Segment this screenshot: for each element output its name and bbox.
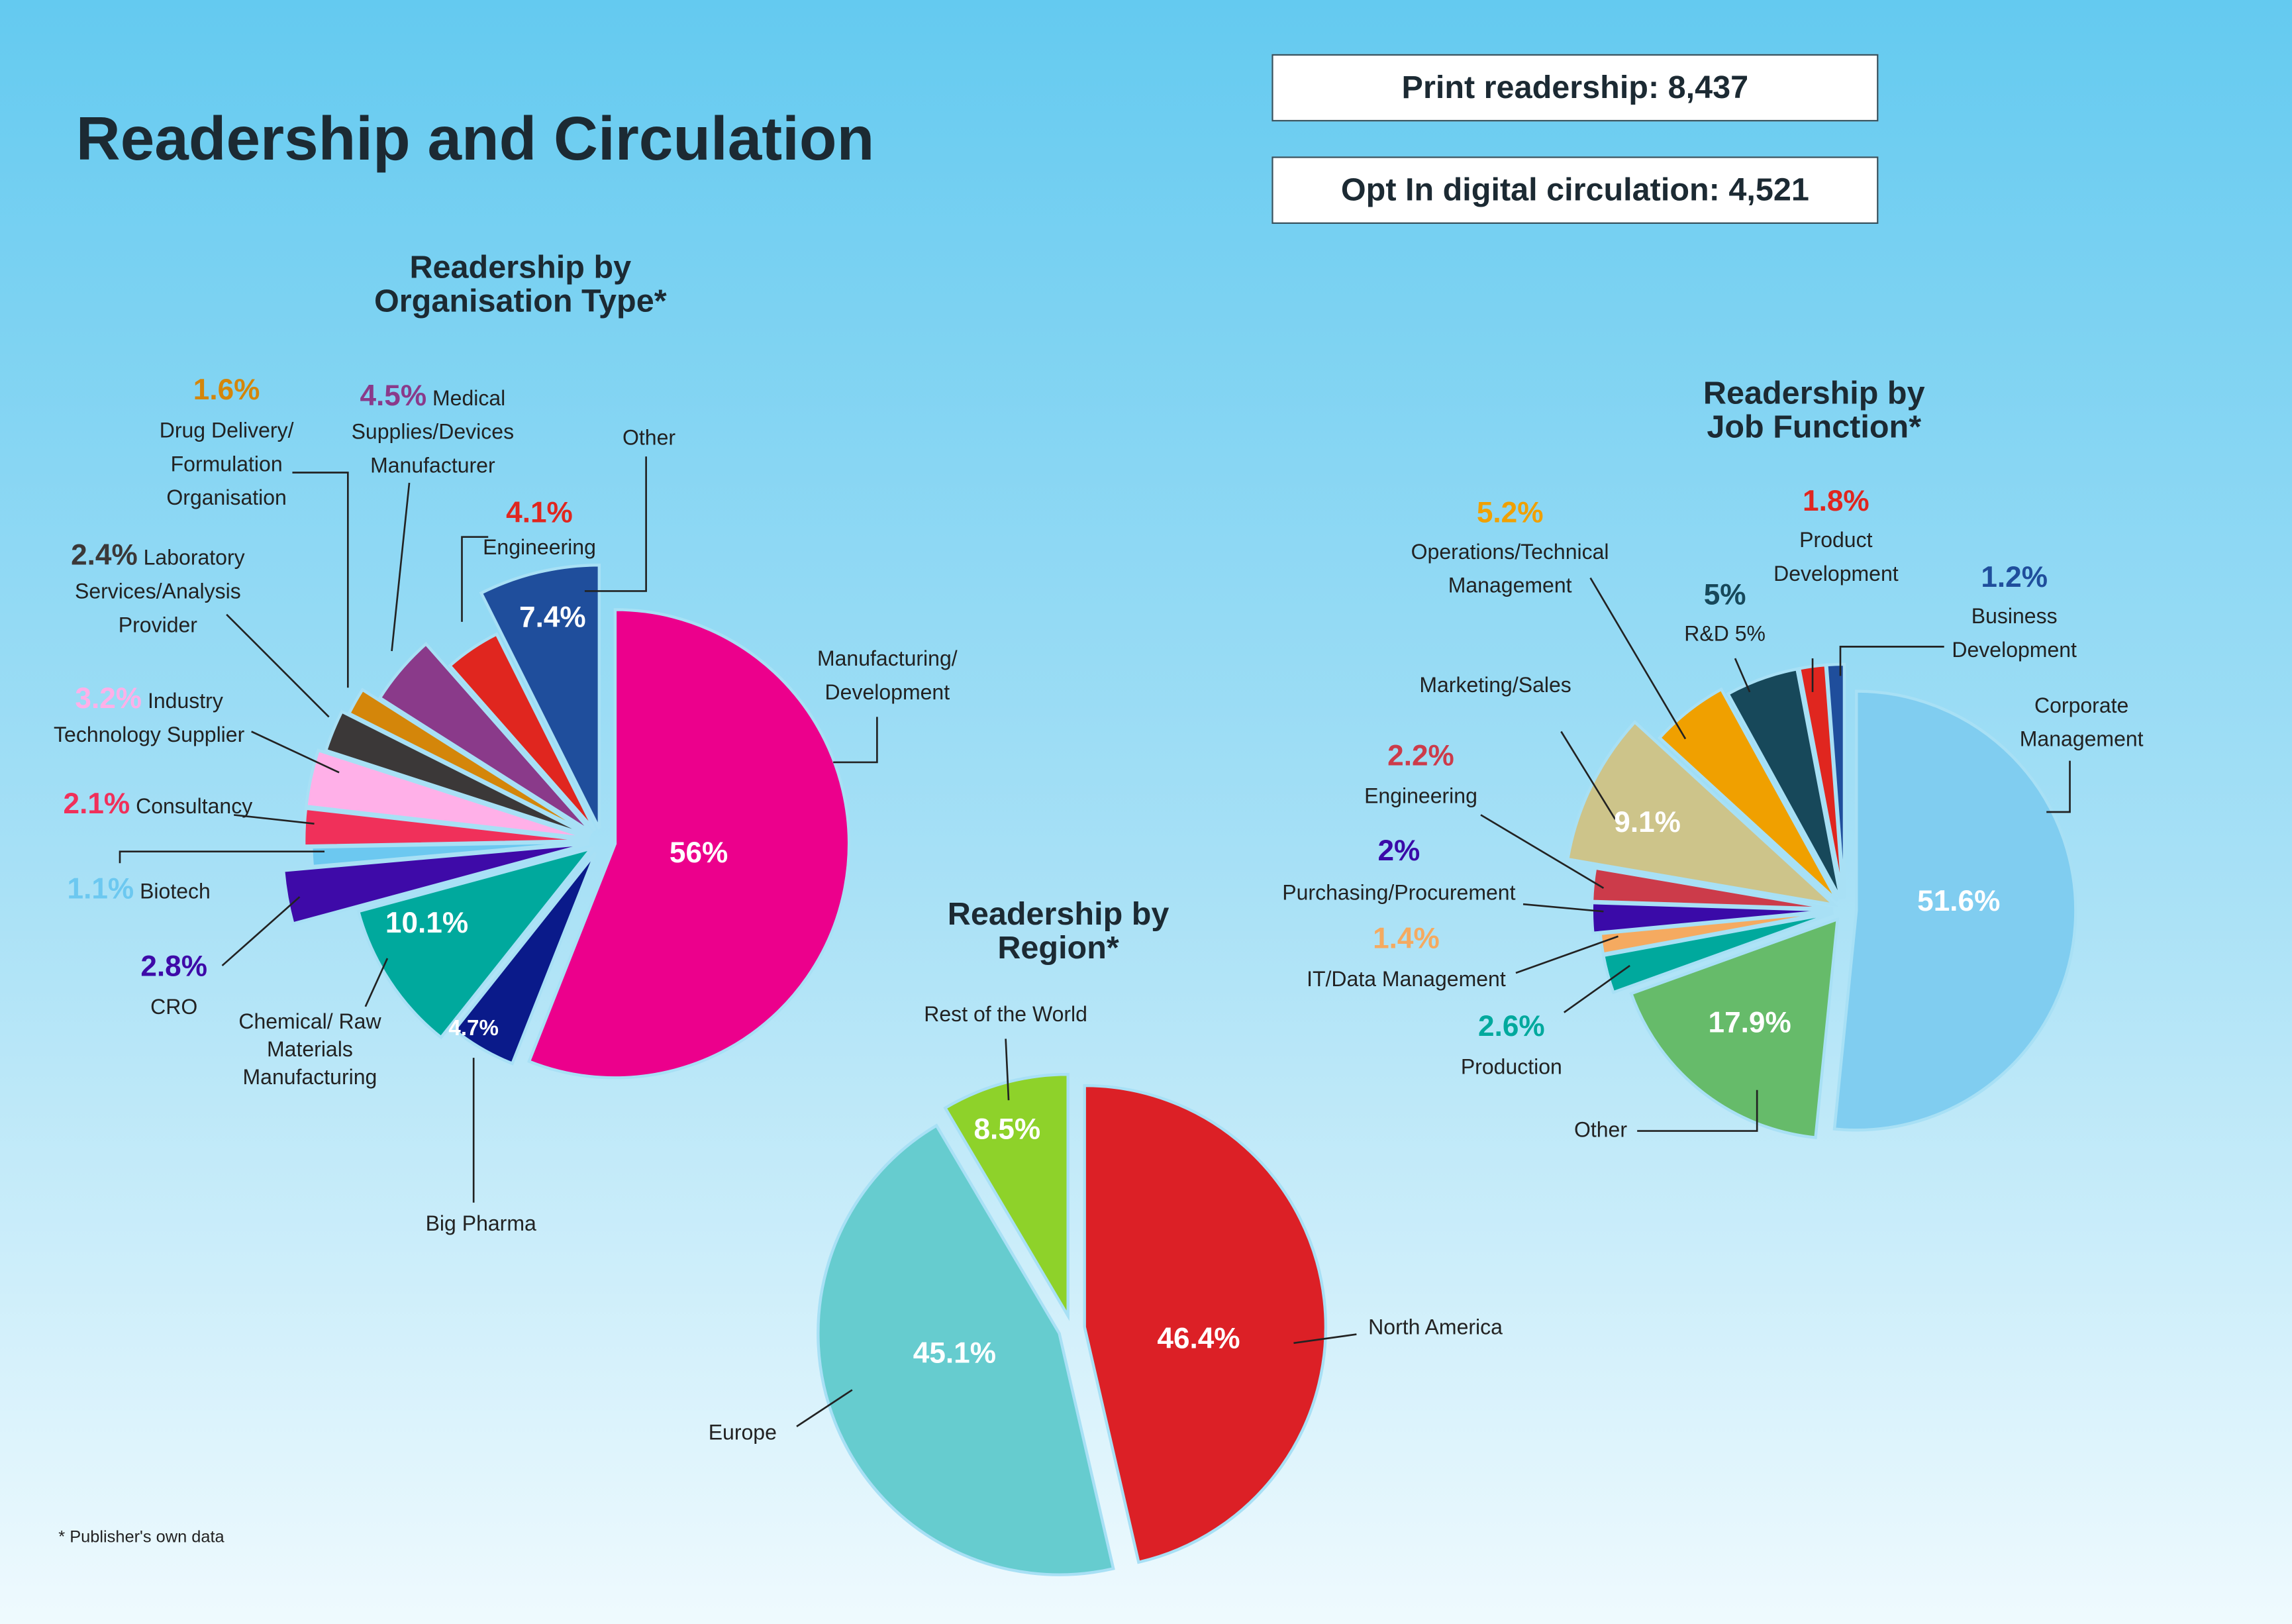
pie-slice-manufacturing-development <box>527 608 851 1080</box>
data-label: 2.2% <box>1387 740 1454 773</box>
slice-label: CRO <box>150 996 198 1020</box>
slice-label: Production <box>1460 1056 1562 1080</box>
region-pie <box>817 1072 1328 1576</box>
pie-slice-industry-technology-supplier <box>304 748 590 840</box>
slice-label: North America <box>1368 1317 1503 1341</box>
slice-label: Europe <box>708 1422 777 1446</box>
region-chart-title: Readership by Region* <box>948 897 1170 964</box>
data-label: 5% <box>1703 579 1746 612</box>
pie-slice-consultancy <box>302 807 589 848</box>
org-type-pie <box>281 563 851 1080</box>
digital-circulation-box: Opt In digital circulation: 4,521 <box>1271 156 1879 224</box>
data-label: 2% <box>1377 835 1420 868</box>
slice-label: Manufacturing/ Development <box>817 648 958 705</box>
title-line: Readership by <box>409 248 632 285</box>
org-chart-title: Readership by Organisation Type* <box>374 250 667 318</box>
job-chart-title: Readership by Job Function* <box>1703 376 1925 444</box>
page-title: Readership and Circulation <box>75 103 875 173</box>
pie-slice-drug-delivery-formulation-organisation <box>347 687 592 837</box>
data-label: 56% <box>669 837 728 870</box>
pie-slice-north-america <box>1083 1084 1328 1564</box>
data-label: 1.2% <box>1981 562 2048 594</box>
job-function-pie <box>1566 662 2077 1140</box>
data-label: 2.8% <box>140 950 207 984</box>
slice-label: Chemical/ Raw Materials Manufacturing <box>238 1011 381 1090</box>
slice-label: Engineering <box>1364 786 1477 809</box>
slice-label: Product Development <box>1773 529 1899 587</box>
title-line: Job Function* <box>1707 408 1922 445</box>
data-label: 4.5% <box>360 380 427 413</box>
slice-label: Other <box>623 427 676 451</box>
data-label: 4.7% <box>448 1016 499 1041</box>
data-label: 2.6% <box>1478 1011 1545 1044</box>
data-label: 10.1% <box>385 907 469 940</box>
slice-label-industry: 3.2% Industry Technology Supplier <box>40 684 259 754</box>
pie-slice-marketing-sales <box>1566 720 1839 907</box>
slice-label-medical: 4.5% Medical Supplies/Devices Manufactur… <box>334 380 531 484</box>
slice-label: Other <box>1573 1119 1628 1143</box>
pie-slice-engineering <box>1590 866 1834 911</box>
data-label: 17.9% <box>1708 1007 1791 1040</box>
data-label: 2.1% <box>63 788 130 821</box>
data-label: 1.6% <box>193 374 260 407</box>
pie-slice-laboratory-services-analysis-provider <box>324 709 591 838</box>
label-text: Laboratory Services/Analysis Provider <box>74 547 245 638</box>
data-label: 51.6% <box>1917 886 2001 919</box>
pie-slice-cro <box>281 842 590 926</box>
label-text: Industry Technology Supplier <box>54 690 245 748</box>
slice-label: Purchasing/Procurement <box>1282 882 1516 906</box>
data-label: 9.1% <box>1614 807 1681 839</box>
data-label: 46.4% <box>1157 1323 1240 1356</box>
label-text: Medical Supplies/Devices Manufacturer <box>351 387 515 479</box>
slice-label: Big Pharma <box>425 1213 536 1237</box>
slice-label: Operations/Technical Management <box>1411 541 1609 599</box>
pie-slice-r-d-5 <box>1726 667 1842 900</box>
data-label: 5.2% <box>1476 497 1544 530</box>
slice-label: IT/Data Management <box>1307 968 1506 992</box>
title-line: Region* <box>997 929 1119 966</box>
data-label: 1.1% <box>67 873 134 906</box>
pie-slice-operations-technical-management <box>1657 687 1839 902</box>
label-text: Consultancy <box>136 795 253 820</box>
label-text: Biotech <box>140 880 211 905</box>
pie-slice-rest-of-the-world <box>943 1072 1070 1321</box>
slice-label: Business Development <box>1952 605 2077 663</box>
data-label: 3.2% <box>75 683 142 716</box>
data-label: 4.1% <box>506 497 573 530</box>
data-label: 1.8% <box>1803 485 1869 518</box>
data-label: 1.4% <box>1373 923 1440 956</box>
slice-label: R&D 5% <box>1684 623 1766 647</box>
slice-label-biotech: 1.1% Biotech <box>68 874 211 910</box>
footnote: * Publisher's own data <box>58 1529 224 1547</box>
pie-slice-engineering <box>448 632 597 832</box>
title-line: Readership by <box>1703 374 1925 411</box>
pie-slice-chemical-raw-materials-manufacturing <box>356 846 595 1040</box>
slice-label: Drug Delivery/ Formulation Organisation <box>159 419 294 511</box>
print-readership-box: Print readership: 8,437 <box>1271 54 1879 122</box>
data-label: 2.4% <box>71 540 138 572</box>
pie-slice-purchasing-procurement <box>1590 901 1834 935</box>
slice-label: Corporate Management <box>2019 695 2144 752</box>
pie-slice-other <box>1629 917 1840 1140</box>
slice-label: Rest of the World <box>924 1003 1087 1027</box>
pie-slice-other <box>479 563 601 829</box>
data-label: 7.4% <box>519 602 586 634</box>
pie-slice-big-pharma <box>452 852 597 1066</box>
pie-slice-business-development <box>1824 662 1846 899</box>
slice-label: Marketing/Sales <box>1419 674 1571 698</box>
slice-label-laboratory: 2.4% Laboratory Services/Analysis Provid… <box>48 540 268 644</box>
slice-label: Engineering <box>483 536 596 561</box>
pie-slice-europe <box>817 1123 1115 1576</box>
title-line: Organisation Type* <box>374 282 667 319</box>
leader-lines <box>119 456 2071 1427</box>
slice-label-consultancy: 2.1% Consultancy <box>64 789 253 825</box>
pie-slice-corporate-management <box>1832 689 2077 1132</box>
data-label: 8.5% <box>973 1114 1041 1146</box>
pie-slice-medical-supplies-devices-manufacturer <box>377 642 593 835</box>
data-label: 45.1% <box>913 1338 996 1370</box>
pie-slice-production <box>1601 911 1834 995</box>
title-line: Readership by <box>947 895 1170 933</box>
